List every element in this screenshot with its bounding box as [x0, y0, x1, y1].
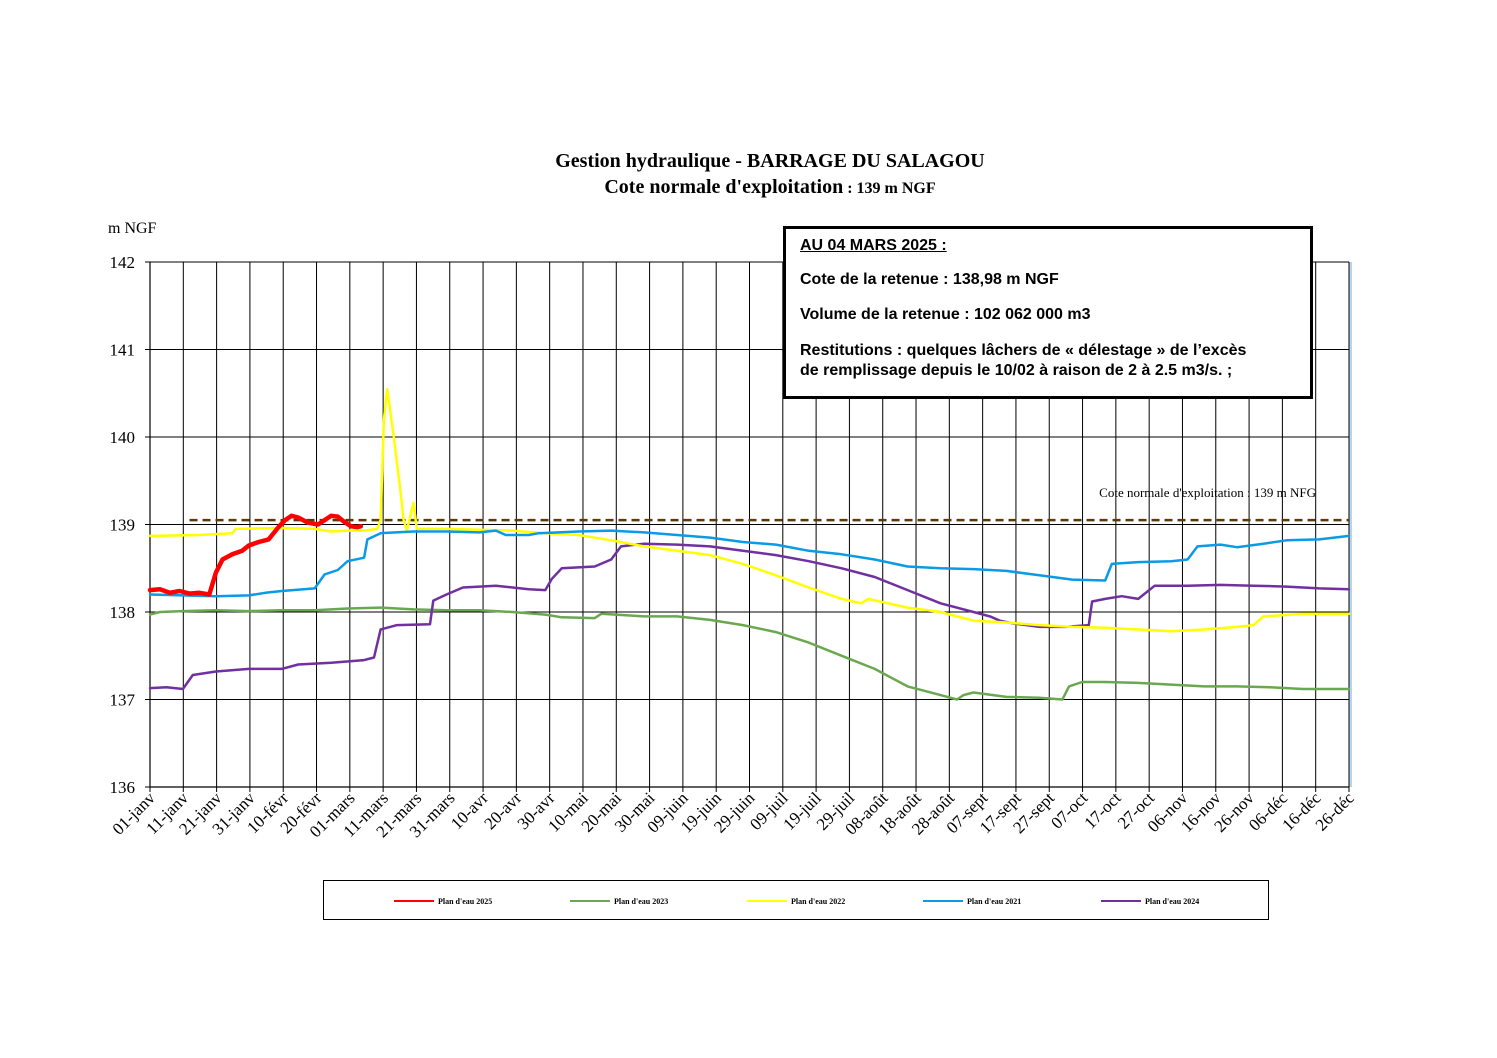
legend-item: Plan d'eau 2024 [1101, 895, 1199, 907]
gridlines [150, 261, 1350, 787]
series-line-1 [147, 513, 364, 597]
info-cote: Cote de la retenue : 138,98 m NGF [800, 271, 1059, 288]
x-tick-label: 20-avr [480, 788, 525, 833]
series-line-3 [148, 387, 1351, 633]
y-tick-label: 140 [110, 428, 136, 447]
series-line-2 [148, 606, 1351, 701]
legend-swatch [570, 900, 610, 902]
legend-item: Plan d'eau 2022 [747, 895, 845, 907]
info-box: AU 04 MARS 2025 : Cote de la retenue : 1… [783, 226, 1313, 399]
legend-label: Plan d'eau 2022 [791, 896, 846, 906]
y-tick-label: 138 [110, 603, 136, 622]
info-restitutions-line1: Restitutions : quelques lâchers de « dél… [800, 342, 1247, 359]
y-tick-label: 136 [110, 778, 136, 797]
title-line2-main: Cote normale d'exploitation [604, 176, 843, 198]
legend-swatch [747, 900, 787, 902]
legend-swatch [923, 900, 963, 902]
legend: Plan d'eau 2025 Plan d'eau 2023 Plan d'eau… [323, 880, 1269, 920]
legend-label: Plan d'eau 2021 [967, 896, 1022, 906]
y-tick-label: 137 [110, 691, 136, 710]
y-tick-label: 142 [110, 253, 136, 272]
info-volume: Volume de la retenue : 102 062 000 m3 [800, 306, 1091, 323]
y-axis-label: m NGF [108, 220, 157, 237]
legend-label: Plan d'eau 2023 [614, 896, 669, 906]
series-line-5 [148, 542, 1351, 691]
y-tick-label: 141 [110, 341, 136, 360]
x-tick-label: 10-avr [447, 788, 492, 833]
series-line-4 [148, 529, 1351, 598]
info-restitutions: Restitutions : quelques lâchers de « dél… [800, 341, 1310, 381]
legend-item: Plan d'eau 2021 [923, 895, 1021, 907]
reference-line-label: Cote normale d'exploitation : 139 m NFG [1099, 485, 1316, 500]
legend-label: Plan d'eau 2024 [1145, 896, 1200, 906]
info-date: AU 04 MARS 2025 : [800, 237, 947, 254]
legend-swatch [394, 900, 434, 902]
chart-title-line1: Gestion hydraulique - BARRAGE DU SALAGOU [555, 150, 985, 172]
legend-swatch [1101, 900, 1141, 902]
legend-item: Plan d'eau 2023 [570, 895, 668, 907]
plot-right-shadow [1349, 262, 1352, 787]
legend-item: Plan d'eau 2025 [394, 895, 492, 907]
y-tick-label: 139 [110, 516, 136, 535]
x-tick-label: 17-oct [1081, 788, 1125, 832]
series-group [147, 387, 1351, 701]
chart-title-line2: Cote normale d'exploitation : 139 m NGF [604, 176, 936, 198]
title-line2-value: : 139 m NGF [843, 180, 936, 197]
legend-label: Plan d'eau 2025 [438, 896, 493, 906]
x-tick-label: 26-déc [1312, 788, 1358, 834]
x-tick-label: 07-oct [1047, 788, 1091, 832]
info-restitutions-line2: de remplissage depuis le 10/02 à raison … [800, 362, 1233, 379]
